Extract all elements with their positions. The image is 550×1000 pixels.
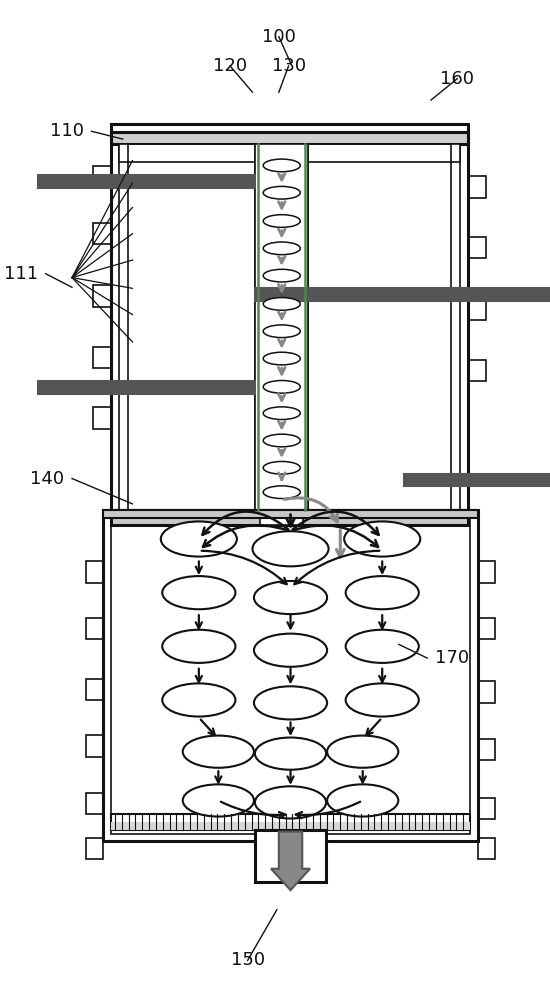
Ellipse shape (263, 434, 300, 447)
Bar (468, 237, 486, 258)
Ellipse shape (183, 736, 254, 768)
Text: 110: 110 (50, 122, 84, 140)
Bar (255, 144, 308, 510)
Bar (478, 798, 496, 819)
Bar (255, 288, 550, 301)
Text: 120: 120 (213, 57, 247, 75)
Text: 140: 140 (30, 470, 64, 488)
Bar (128, 144, 255, 510)
Ellipse shape (162, 576, 235, 609)
Ellipse shape (252, 531, 328, 566)
Ellipse shape (263, 486, 300, 499)
Ellipse shape (162, 630, 235, 663)
Text: 160: 160 (441, 70, 474, 88)
Bar (86, 735, 103, 757)
Ellipse shape (327, 736, 398, 768)
Ellipse shape (255, 738, 326, 770)
Ellipse shape (327, 784, 398, 817)
Bar (38, 175, 255, 188)
FancyArrow shape (271, 832, 310, 890)
Ellipse shape (254, 581, 327, 614)
Bar (86, 561, 103, 583)
Bar (111, 510, 468, 516)
Ellipse shape (263, 407, 300, 420)
Ellipse shape (345, 683, 419, 717)
Bar (478, 681, 496, 703)
Ellipse shape (255, 786, 326, 818)
Text: 111: 111 (4, 265, 38, 283)
Bar (468, 360, 486, 381)
Bar (478, 838, 496, 859)
Bar (308, 144, 452, 510)
Ellipse shape (344, 521, 420, 557)
Ellipse shape (263, 461, 300, 474)
Bar (111, 510, 470, 834)
Bar (86, 793, 103, 814)
Ellipse shape (161, 521, 237, 557)
Bar (111, 814, 470, 830)
Ellipse shape (263, 352, 300, 365)
Bar (86, 618, 103, 639)
Bar (111, 136, 468, 515)
Bar (103, 510, 478, 841)
Ellipse shape (263, 325, 300, 338)
Ellipse shape (263, 242, 300, 255)
Ellipse shape (254, 634, 327, 667)
Bar (94, 223, 111, 244)
Ellipse shape (162, 683, 235, 717)
Bar (119, 144, 460, 510)
Bar (478, 618, 496, 639)
Bar (94, 407, 111, 429)
Ellipse shape (263, 269, 300, 282)
Ellipse shape (263, 298, 300, 310)
Bar (111, 822, 470, 830)
Ellipse shape (263, 159, 300, 172)
Ellipse shape (254, 686, 327, 719)
Bar (94, 285, 111, 307)
Text: 150: 150 (230, 951, 265, 969)
Bar (86, 838, 103, 859)
Bar (468, 298, 486, 320)
Bar (94, 347, 111, 368)
Bar (260, 510, 303, 525)
Bar (111, 124, 468, 132)
Bar (86, 679, 103, 700)
Text: 100: 100 (262, 28, 296, 46)
Bar (38, 381, 255, 394)
Bar (103, 510, 478, 518)
Bar (478, 739, 496, 760)
Bar (119, 144, 460, 162)
Bar (468, 176, 486, 198)
Bar (94, 166, 111, 188)
Ellipse shape (263, 215, 300, 227)
Text: 130: 130 (272, 57, 306, 75)
Bar (255, 830, 326, 882)
Text: 170: 170 (435, 649, 469, 667)
Ellipse shape (183, 784, 254, 817)
Bar (111, 132, 468, 144)
Ellipse shape (263, 381, 300, 393)
Ellipse shape (345, 576, 419, 609)
Bar (111, 516, 468, 525)
Ellipse shape (345, 630, 419, 663)
Bar (478, 561, 496, 583)
Ellipse shape (263, 186, 300, 199)
Bar (404, 474, 550, 486)
